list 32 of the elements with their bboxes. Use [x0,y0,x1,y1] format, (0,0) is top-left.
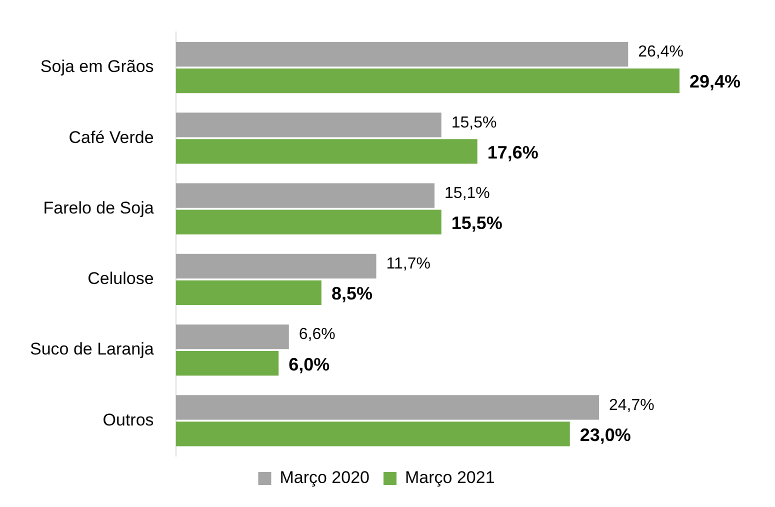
bar [176,210,442,234]
bar [176,42,628,67]
data-label: 15,5% [451,114,497,132]
data-label: 29,4% [690,72,741,92]
bar [176,254,376,278]
data-label: 26,4% [638,44,684,61]
bar [176,422,570,446]
y-tick-label: Celulose [88,269,154,288]
y-tick-label: Suco de Laranja [30,340,154,359]
bar [176,280,322,305]
y-tick-label: Outros [102,410,154,430]
data-label: 23,0% [580,424,631,445]
bar [176,139,478,164]
data-label: 15,1% [444,184,490,202]
data-label: 8,5% [331,284,372,304]
bar [176,112,442,138]
bar [176,350,279,376]
y-tick-label: Farelo de Soja [43,198,154,218]
legend-label: Março 2020 [280,468,370,488]
bar [176,68,680,94]
bar [176,395,599,420]
y-tick-label: Café Verde [68,128,154,147]
bar [176,324,289,350]
data-label: 15,5% [451,212,502,233]
data-label: 6,6% [298,326,336,344]
legend-label: Março 2021 [405,468,495,488]
data-label: 24,7% [608,396,654,414]
y-tick-label: Soja em Grãos [40,57,154,76]
bar [176,183,435,208]
data-label: 6,0% [288,354,330,374]
data-label: 11,7% [386,256,430,273]
data-label: 17,6% [487,142,538,162]
